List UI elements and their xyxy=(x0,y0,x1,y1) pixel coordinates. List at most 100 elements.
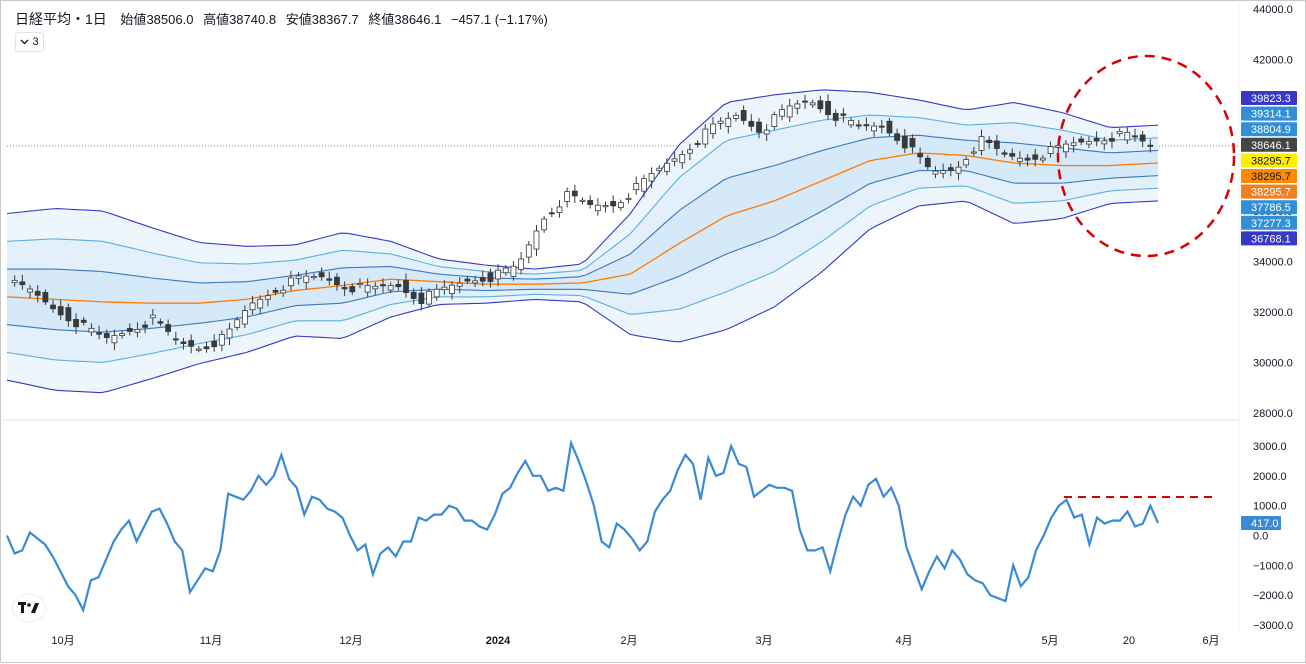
candle xyxy=(303,270,310,290)
band-lower-3 xyxy=(6,200,1159,394)
candle xyxy=(541,215,548,233)
price-tag-label: 38295.7 xyxy=(1251,187,1291,199)
time-tick-label: 10月 xyxy=(51,635,74,647)
candle xyxy=(679,150,686,169)
candle xyxy=(518,251,525,275)
candle xyxy=(1070,136,1077,153)
candle xyxy=(1009,148,1016,161)
candle xyxy=(418,287,425,311)
candle-body xyxy=(1032,154,1039,160)
candle xyxy=(1078,135,1085,146)
candle-body xyxy=(794,103,801,109)
candle-body xyxy=(1055,144,1062,148)
band-upper-1 xyxy=(7,134,1159,284)
candle-body xyxy=(426,290,432,305)
candle-body xyxy=(257,298,264,309)
price-tag-label: 39823.3 xyxy=(1251,93,1291,105)
high-label: 高値 xyxy=(203,12,230,27)
candle xyxy=(1016,151,1023,167)
candle-body xyxy=(88,327,95,333)
candle-body xyxy=(218,333,225,346)
candle-body xyxy=(1124,131,1131,141)
candle xyxy=(947,163,954,177)
candle xyxy=(786,98,793,122)
candle-body xyxy=(142,324,149,328)
tradingview-logo[interactable] xyxy=(13,595,45,621)
time-tick-label: 2024 xyxy=(486,635,511,647)
candle-body xyxy=(203,346,210,350)
candle xyxy=(993,134,1000,156)
indicators-toggle-button[interactable]: 3 xyxy=(15,32,44,52)
candle-body xyxy=(771,114,778,128)
symbol-title[interactable]: 日経平均・1日 xyxy=(15,11,107,27)
candle xyxy=(564,187,571,208)
candle xyxy=(970,146,977,157)
candle xyxy=(594,198,601,216)
candle-body xyxy=(640,178,647,192)
low-value: 38367.7 xyxy=(311,12,359,27)
candle xyxy=(211,334,218,352)
candle xyxy=(640,174,647,198)
candle xyxy=(1109,132,1115,149)
price-tag-bg xyxy=(1241,215,1297,230)
candle-body xyxy=(149,314,156,319)
candle xyxy=(610,195,617,213)
candle-body xyxy=(802,100,808,103)
candle-body xyxy=(211,340,218,348)
price-tag: 37786.5 xyxy=(1241,200,1297,215)
candle xyxy=(226,322,233,346)
candle-body xyxy=(1047,146,1054,154)
candle-body xyxy=(57,306,64,316)
high-value: 38740.8 xyxy=(229,12,277,27)
candle xyxy=(1147,139,1154,153)
price-tags: 39823.3 39314.1 38804.9 38646.1 38295.7 38295… xyxy=(1241,91,1297,246)
candle xyxy=(188,334,195,354)
candle-body xyxy=(909,138,916,148)
band-upper-3 xyxy=(6,89,1159,270)
candle-body xyxy=(978,136,985,151)
candle-body xyxy=(955,166,962,174)
candle-body xyxy=(111,335,118,344)
oscillator-tick-label: −2000.0 xyxy=(1253,590,1293,602)
candle-body xyxy=(863,124,870,127)
candle-body xyxy=(963,159,970,166)
candle xyxy=(357,278,363,289)
price-tag: 38646.1 xyxy=(1241,137,1297,152)
candle-body xyxy=(518,258,525,270)
symbol-header[interactable]: 日経平均・1日 始値38506.0 高値38740.8 安値38367.7 終値… xyxy=(15,9,554,29)
candle-body xyxy=(1132,135,1138,138)
candle-body xyxy=(1063,143,1069,153)
candle xyxy=(855,119,862,130)
candle-body xyxy=(241,310,248,325)
candle xyxy=(280,285,287,297)
candle xyxy=(1124,127,1131,144)
band-lower-1 xyxy=(6,170,1159,333)
candle xyxy=(548,207,555,218)
candle xyxy=(510,261,517,281)
time-axis[interactable]: 10月 11月 12月 2024 2月 3月 4月 5月 20 6月 xyxy=(51,635,1219,647)
candle xyxy=(1047,141,1054,158)
candle-body xyxy=(886,120,893,134)
candle-body xyxy=(1009,153,1016,157)
candle xyxy=(395,279,402,291)
close-value: 38646.1 xyxy=(394,12,442,27)
candle-body xyxy=(234,319,241,328)
candle xyxy=(119,330,125,339)
candle-body xyxy=(525,244,532,258)
candle xyxy=(19,274,26,290)
oscillator-axis[interactable]: 3000.0 2000.0 1000.0 0.0 −1000.0 −2000.0 −3000… xyxy=(1241,441,1293,632)
candle xyxy=(694,140,701,148)
oscillator-tick-label: 0.0 xyxy=(1253,531,1268,543)
price-tag: 38295.7 xyxy=(1241,153,1297,168)
candle-body xyxy=(364,285,371,293)
candle-body xyxy=(656,167,663,172)
candle-body xyxy=(357,283,363,286)
candle xyxy=(1132,128,1138,142)
candle-body xyxy=(449,284,455,294)
time-tick-label: 4月 xyxy=(895,635,912,647)
candle-body xyxy=(825,101,831,116)
candle xyxy=(687,143,693,161)
candle-body xyxy=(556,206,563,214)
